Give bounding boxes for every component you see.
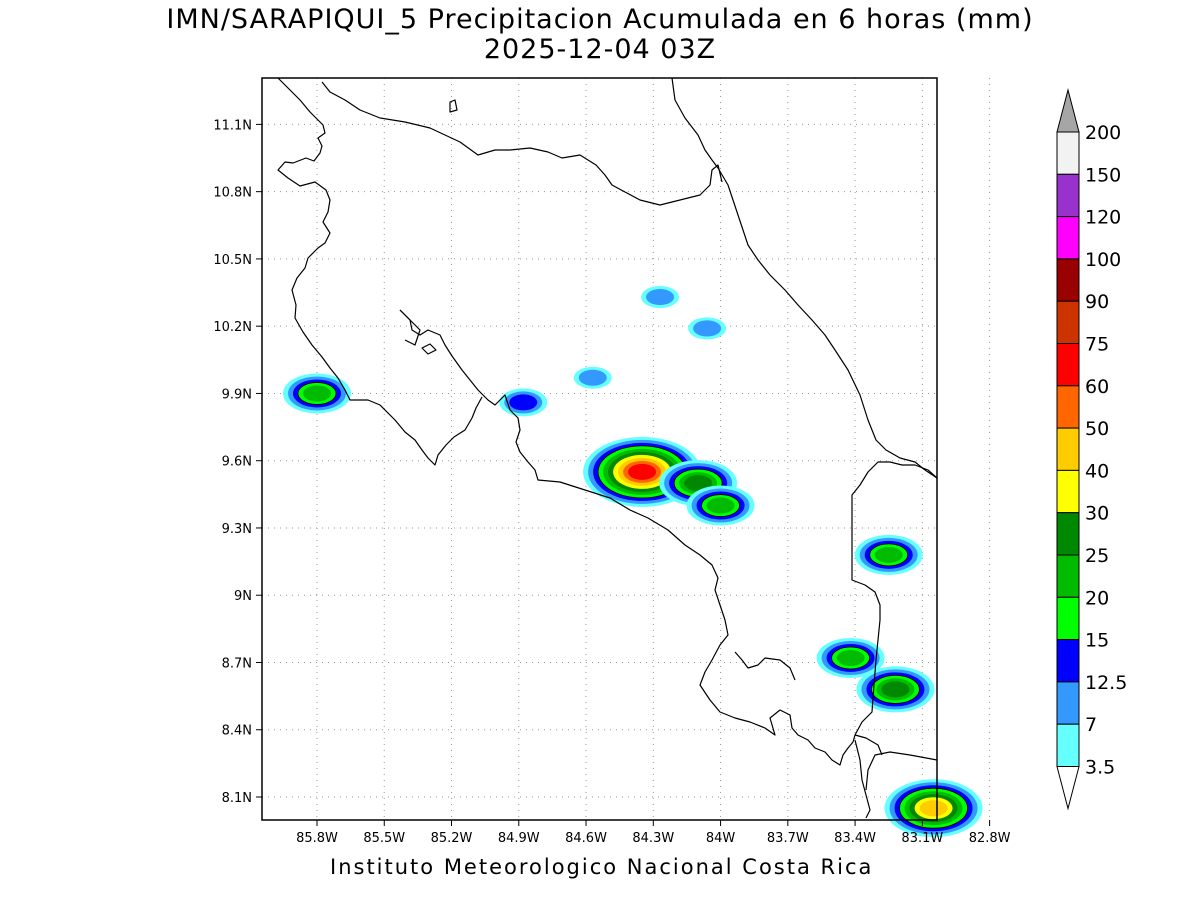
colorbar-label: 30 bbox=[1085, 503, 1109, 525]
colorbar-legend: 200 150 120 100 90 75 60 50 40 30 25 20 15 12.5 7 3.5 bbox=[1056, 88, 1127, 811]
precip-contour bbox=[628, 463, 657, 480]
colorbar-box bbox=[1056, 131, 1080, 175]
precip-contour bbox=[919, 800, 948, 817]
lon-tick-label: 83.4W bbox=[834, 831, 876, 846]
colorbar-label: 150 bbox=[1085, 164, 1121, 186]
lon-tick-label: 85.5W bbox=[363, 831, 405, 846]
lat-tick-label: 10.2N bbox=[213, 320, 252, 335]
precipitation-field bbox=[283, 286, 983, 838]
precip-contour bbox=[881, 681, 910, 698]
precip-contour bbox=[684, 475, 713, 492]
lat-tick-label: 10.8N bbox=[213, 186, 252, 201]
osa-peninsula bbox=[734, 651, 796, 681]
colorbar-under-arrow bbox=[1056, 766, 1080, 811]
panama-border bbox=[851, 461, 938, 736]
colorbar-label: 25 bbox=[1085, 545, 1109, 567]
colorbar-box bbox=[1056, 258, 1080, 302]
precip-contour bbox=[578, 369, 607, 386]
institution-footer: Instituto Meteorologico Nacional Costa R… bbox=[330, 855, 874, 879]
lon-tick-label: 85.2W bbox=[431, 831, 473, 846]
colorbar-box bbox=[1056, 427, 1080, 471]
panama-coast bbox=[865, 751, 938, 791]
colorbar-label: 75 bbox=[1085, 334, 1109, 356]
lon-tick-label: 82.8W bbox=[969, 831, 1011, 846]
precip-contour bbox=[706, 497, 735, 514]
colorbar-box bbox=[1056, 385, 1080, 429]
colorbar-label: 120 bbox=[1085, 207, 1121, 229]
precip-contour bbox=[646, 289, 675, 306]
colorbar-box bbox=[1056, 216, 1080, 260]
lat-tick-label: 8.7N bbox=[222, 656, 252, 671]
small-island bbox=[449, 99, 458, 113]
map-frame bbox=[261, 77, 938, 821]
colorbar-label: 90 bbox=[1085, 291, 1109, 313]
lake-shore bbox=[321, 81, 723, 206]
precip-contour bbox=[874, 546, 903, 563]
lat-tick-label: 9.6N bbox=[222, 455, 252, 470]
colorbar-box bbox=[1056, 723, 1080, 768]
lat-tick-label: 9N bbox=[234, 589, 252, 604]
precip-contour bbox=[303, 385, 331, 402]
map-title: IMN/SARAPIQUI_5 Precipitacion Acumulada … bbox=[166, 4, 1034, 35]
lat-tick-label: 11.1N bbox=[213, 118, 252, 133]
lon-tick-label: 85.8W bbox=[296, 831, 338, 846]
colorbar-box bbox=[1056, 343, 1080, 387]
caribbean-coast bbox=[671, 77, 938, 479]
lon-tick-label: 84.3W bbox=[632, 831, 674, 846]
lon-tick-label: 84.9W bbox=[498, 831, 540, 846]
colorbar-label: 3.5 bbox=[1085, 757, 1115, 779]
colorbar-box bbox=[1056, 639, 1080, 683]
colorbar-label: 200 bbox=[1085, 122, 1121, 144]
colorbar-over-arrow bbox=[1056, 88, 1080, 133]
colorbar-label: 15 bbox=[1085, 630, 1109, 652]
axis-ticks: 11.1N 10.8N 10.5N 10.2N 9.9N 9.6N 9.3N 9N 8.7N 8.… bbox=[213, 118, 1010, 846]
colorbar-box bbox=[1056, 681, 1080, 725]
lat-tick-label: 8.4N bbox=[222, 724, 252, 739]
burica bbox=[854, 739, 871, 819]
colorbar-box bbox=[1056, 469, 1080, 514]
island bbox=[421, 343, 437, 355]
lon-tick-label: 83.1W bbox=[901, 831, 943, 846]
colorbar-label: 100 bbox=[1085, 249, 1121, 271]
colorbar-label: 40 bbox=[1085, 460, 1109, 482]
colorbar-label: 60 bbox=[1085, 376, 1109, 398]
nicaragua-border bbox=[277, 77, 483, 466]
coastline-borders bbox=[277, 77, 938, 819]
nicoya-inner bbox=[399, 309, 421, 346]
lat-tick-label: 9.9N bbox=[222, 387, 252, 402]
precip-contour bbox=[836, 649, 865, 666]
lon-tick-label: 84W bbox=[706, 831, 736, 846]
colorbar-label: 12.5 bbox=[1085, 672, 1127, 694]
lat-tick-label: 8.1N bbox=[222, 791, 252, 806]
nicoya-gulf bbox=[399, 309, 883, 766]
lon-tick-label: 84.6W bbox=[565, 831, 607, 846]
lon-tick-label: 83.7W bbox=[767, 831, 809, 846]
colorbar-box bbox=[1056, 512, 1080, 556]
precip-contour bbox=[509, 394, 538, 411]
colorbar-box bbox=[1056, 596, 1080, 641]
colorbar-box bbox=[1056, 173, 1080, 218]
precip-contour bbox=[693, 320, 722, 337]
colorbar-label: 50 bbox=[1085, 418, 1109, 440]
lat-tick-label: 9.3N bbox=[222, 522, 252, 537]
colorbar-box bbox=[1056, 300, 1080, 345]
colorbar-label: 20 bbox=[1085, 587, 1109, 609]
lat-tick-label: 10.5N bbox=[213, 253, 252, 268]
colorbar-box bbox=[1056, 554, 1080, 598]
colorbar-label: 7 bbox=[1085, 714, 1097, 736]
map-datetime: 2025-12-04 03Z bbox=[483, 34, 717, 65]
